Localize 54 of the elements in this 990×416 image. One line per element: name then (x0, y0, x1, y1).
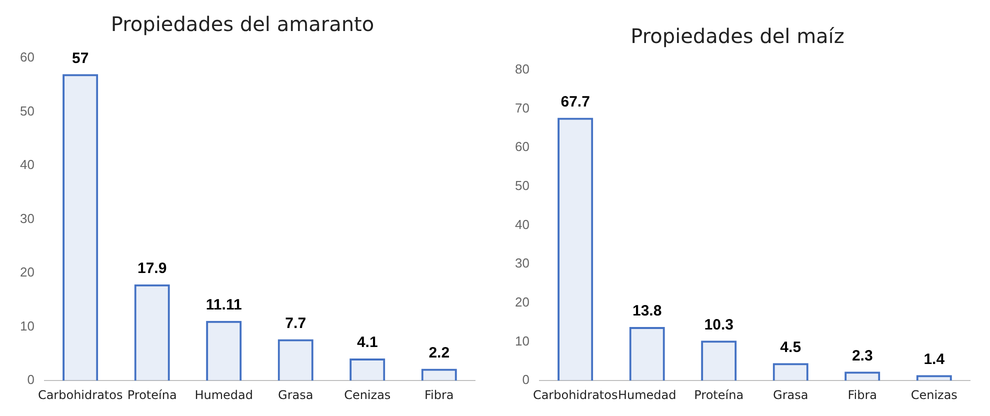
data-label: 10.3 (704, 316, 734, 334)
bar (701, 340, 737, 381)
y-tick-label: 60 (20, 50, 34, 65)
bar (350, 358, 386, 381)
data-label: 17.9 (137, 260, 167, 277)
x-tick-label: Cenizas (910, 388, 958, 402)
y-tick-label: 30 (514, 256, 530, 271)
data-label: 11.11 (206, 296, 242, 314)
y-tick-label: 80 (514, 62, 530, 77)
bar (134, 284, 170, 381)
y-tick-label: 0 (522, 372, 530, 388)
y-tick-label: 50 (20, 103, 34, 118)
y-tick-label: 0 (27, 372, 34, 388)
y-tick-label: 60 (514, 139, 530, 154)
data-label: 57 (72, 50, 89, 67)
data-label: 2.3 (852, 347, 873, 364)
bar (772, 363, 808, 381)
x-tick-label: Cenizas (344, 388, 391, 402)
x-tick-label: Grasa (278, 388, 314, 402)
y-tick-label: 20 (514, 294, 530, 310)
y-tick-label: 50 (514, 178, 530, 194)
bar (844, 372, 880, 381)
y-tick-label: 10 (20, 318, 34, 334)
data-label: 1.4 (924, 350, 946, 368)
bar (558, 118, 594, 381)
bar (916, 375, 952, 381)
bar (62, 74, 98, 381)
chart-title: Propiedades del amaranto (110, 12, 374, 36)
y-tick-label: 70 (514, 100, 530, 116)
y-tick-label: 20 (20, 264, 34, 280)
x-tick-label: Humedad (194, 388, 253, 402)
data-label: 4.1 (356, 334, 378, 352)
y-tick-label: 40 (514, 216, 530, 232)
x-tick-label: Grasa (773, 388, 808, 402)
x-tick-label: Proteína (694, 388, 744, 402)
x-tick-label: Carbohidratos (38, 388, 123, 402)
chart-title: Propiedades del maíz (630, 24, 844, 48)
data-label: 67.7 (560, 93, 590, 110)
bar (421, 368, 457, 381)
data-label: 2.2 (428, 344, 450, 362)
x-tick-label: Fibra (848, 388, 878, 402)
data-label: 13.8 (632, 302, 662, 320)
x-tick-label: Carbohidratos (532, 388, 618, 402)
y-tick-label: 40 (20, 157, 34, 172)
bar (278, 339, 314, 381)
data-label: 7.7 (285, 314, 306, 332)
bar (206, 320, 242, 381)
x-tick-label: Humedad (618, 388, 676, 402)
y-tick-label: 10 (514, 333, 530, 348)
bar (629, 327, 665, 381)
data-label: 4.5 (780, 338, 802, 356)
y-tick-label: 30 (20, 210, 34, 226)
x-tick-label: Proteína (127, 388, 177, 402)
x-tick-label: Fibra (424, 388, 454, 402)
